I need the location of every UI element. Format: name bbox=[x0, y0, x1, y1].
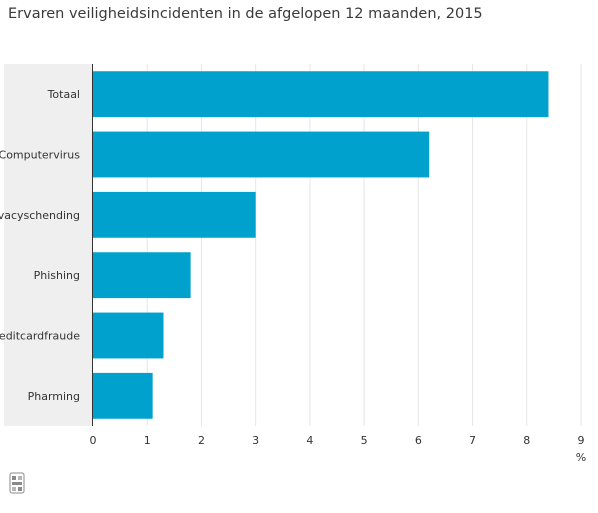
x-tick-label: 6 bbox=[415, 434, 422, 447]
category-label: reditcardfraude bbox=[0, 330, 80, 343]
bar-phishing bbox=[93, 252, 191, 299]
x-tick-label: 4 bbox=[306, 434, 313, 447]
x-tick-label: 2 bbox=[198, 434, 205, 447]
x-axis-unit-label: % bbox=[576, 451, 586, 464]
x-tick-label: 9 bbox=[578, 434, 585, 447]
x-tick-labels: 0 1 2 3 4 5 6 7 8 9 bbox=[90, 434, 585, 447]
category-label-panel bbox=[4, 64, 92, 426]
x-tick-label: 3 bbox=[252, 434, 259, 447]
category-label: Phishing bbox=[34, 269, 80, 282]
bar-creditcardfraude bbox=[93, 312, 164, 359]
chart-title: Ervaren veiligheidsincidenten in de afge… bbox=[8, 6, 483, 22]
cbs-logo-icon bbox=[9, 472, 25, 494]
x-tick-label: 8 bbox=[523, 434, 530, 447]
category-labels: Totaal Computervirus ivacyschending Phishin… bbox=[0, 88, 80, 403]
x-tick-label: 5 bbox=[361, 434, 368, 447]
bar-computervirus bbox=[93, 131, 430, 178]
grid-lines bbox=[146, 64, 582, 426]
bar-pharming bbox=[93, 372, 153, 419]
bars bbox=[93, 71, 549, 419]
x-tick-label: 0 bbox=[90, 434, 97, 447]
bar-privacyschending bbox=[93, 191, 256, 238]
x-tick-label: 7 bbox=[469, 434, 476, 447]
x-tick-label: 1 bbox=[144, 434, 151, 447]
category-label: Pharming bbox=[28, 390, 80, 403]
bar-totaal bbox=[93, 71, 549, 118]
category-label: Computervirus bbox=[0, 149, 80, 162]
category-label: ivacyschending bbox=[0, 209, 80, 222]
category-label: Totaal bbox=[47, 88, 80, 101]
